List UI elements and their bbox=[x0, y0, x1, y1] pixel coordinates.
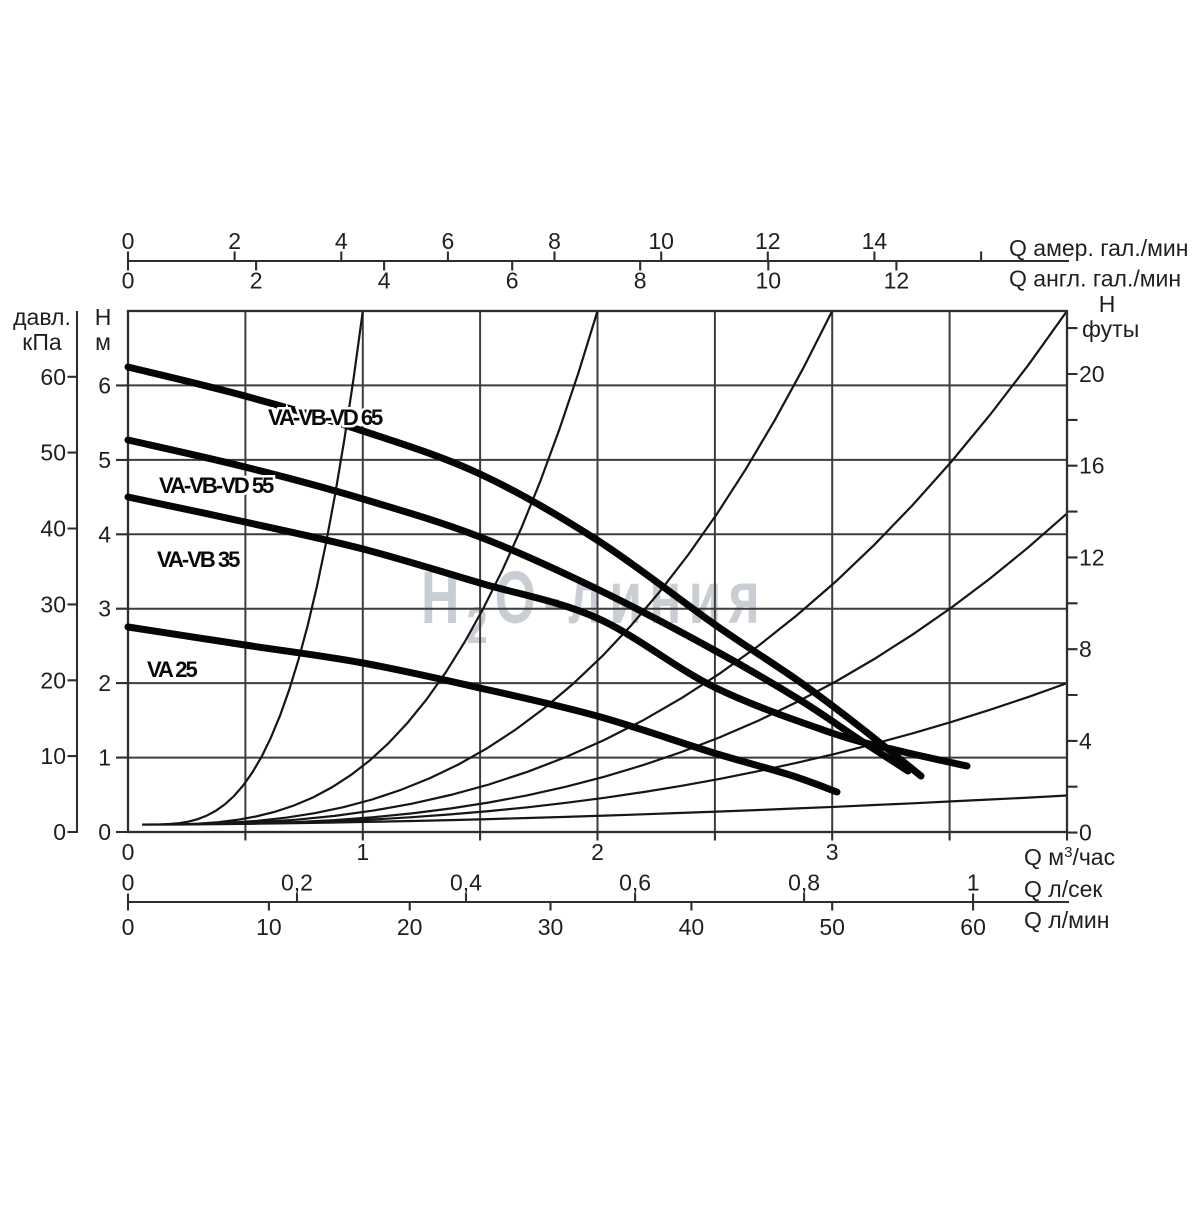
svg-text:0: 0 bbox=[122, 914, 135, 940]
svg-text:0: 0 bbox=[122, 228, 135, 254]
svg-text:0: 0 bbox=[1079, 820, 1092, 846]
svg-text:Q л/мин: Q л/мин bbox=[1024, 907, 1109, 933]
svg-text:0,8: 0,8 bbox=[788, 870, 820, 896]
svg-text:Н: Н bbox=[1099, 291, 1116, 317]
svg-text:VA-VB-VD 55: VA-VB-VD 55 bbox=[159, 473, 274, 498]
svg-text:20: 20 bbox=[40, 667, 66, 693]
svg-text:10: 10 bbox=[648, 228, 674, 254]
svg-text:10: 10 bbox=[40, 743, 66, 769]
svg-text:0,2: 0,2 bbox=[281, 870, 313, 896]
svg-text:Q л/сек: Q л/сек bbox=[1024, 876, 1103, 902]
svg-text:8: 8 bbox=[634, 268, 647, 294]
svg-text:Q амер. гал./мин: Q амер. гал./мин bbox=[1009, 235, 1189, 261]
svg-text:Н: Н bbox=[95, 304, 112, 330]
svg-text:1: 1 bbox=[967, 870, 980, 896]
svg-text:0: 0 bbox=[53, 819, 66, 845]
svg-text:8: 8 bbox=[548, 228, 561, 254]
svg-text:1: 1 bbox=[98, 745, 111, 771]
svg-text:30: 30 bbox=[40, 591, 66, 617]
svg-text:3: 3 bbox=[826, 839, 839, 865]
svg-text:60: 60 bbox=[960, 914, 986, 940]
svg-text:6: 6 bbox=[98, 372, 111, 398]
svg-text:10: 10 bbox=[256, 914, 282, 940]
svg-text:20: 20 bbox=[1079, 361, 1105, 387]
svg-text:12: 12 bbox=[1079, 544, 1105, 570]
svg-text:12: 12 bbox=[884, 268, 910, 294]
svg-text:VA-VB 35: VA-VB 35 bbox=[157, 547, 240, 572]
svg-text:0,4: 0,4 bbox=[450, 870, 482, 896]
svg-text:2: 2 bbox=[98, 670, 111, 696]
svg-text:10: 10 bbox=[756, 268, 782, 294]
svg-text:Q англ. гал./мин: Q англ. гал./мин bbox=[1009, 266, 1181, 292]
svg-text:8: 8 bbox=[1079, 636, 1092, 662]
svg-text:4: 4 bbox=[1079, 728, 1092, 754]
svg-text:VA-VB-VD 65: VA-VB-VD 65 bbox=[268, 405, 383, 430]
svg-text:12: 12 bbox=[755, 228, 781, 254]
svg-text:4: 4 bbox=[378, 268, 391, 294]
svg-text:0,6: 0,6 bbox=[619, 870, 651, 896]
svg-text:60: 60 bbox=[40, 364, 66, 390]
svg-text:2: 2 bbox=[228, 228, 241, 254]
svg-text:0: 0 bbox=[98, 819, 111, 845]
svg-text:2: 2 bbox=[591, 839, 604, 865]
svg-text:6: 6 bbox=[506, 268, 519, 294]
svg-text:20: 20 bbox=[397, 914, 423, 940]
svg-text:0: 0 bbox=[122, 870, 135, 896]
svg-text:давл.: давл. bbox=[13, 304, 71, 330]
svg-text:6: 6 bbox=[442, 228, 455, 254]
svg-text:30: 30 bbox=[538, 914, 564, 940]
svg-text:футы: футы bbox=[1082, 316, 1139, 342]
svg-text:м: м bbox=[95, 329, 111, 355]
svg-text:3: 3 bbox=[98, 596, 111, 622]
svg-text:1: 1 bbox=[356, 839, 369, 865]
svg-text:4: 4 bbox=[335, 228, 348, 254]
svg-text:2: 2 bbox=[250, 268, 263, 294]
svg-text:5: 5 bbox=[98, 447, 111, 473]
svg-text:VA 25: VA 25 bbox=[147, 657, 197, 682]
svg-text:4: 4 bbox=[98, 521, 111, 547]
svg-text:50: 50 bbox=[40, 440, 66, 466]
svg-text:50: 50 bbox=[819, 914, 845, 940]
svg-text:кПа: кПа bbox=[22, 329, 62, 355]
svg-text:0: 0 bbox=[122, 839, 135, 865]
svg-text:16: 16 bbox=[1079, 453, 1105, 479]
svg-text:0: 0 bbox=[122, 268, 135, 294]
svg-text:40: 40 bbox=[40, 516, 66, 542]
svg-text:40: 40 bbox=[679, 914, 705, 940]
svg-text:14: 14 bbox=[862, 228, 888, 254]
